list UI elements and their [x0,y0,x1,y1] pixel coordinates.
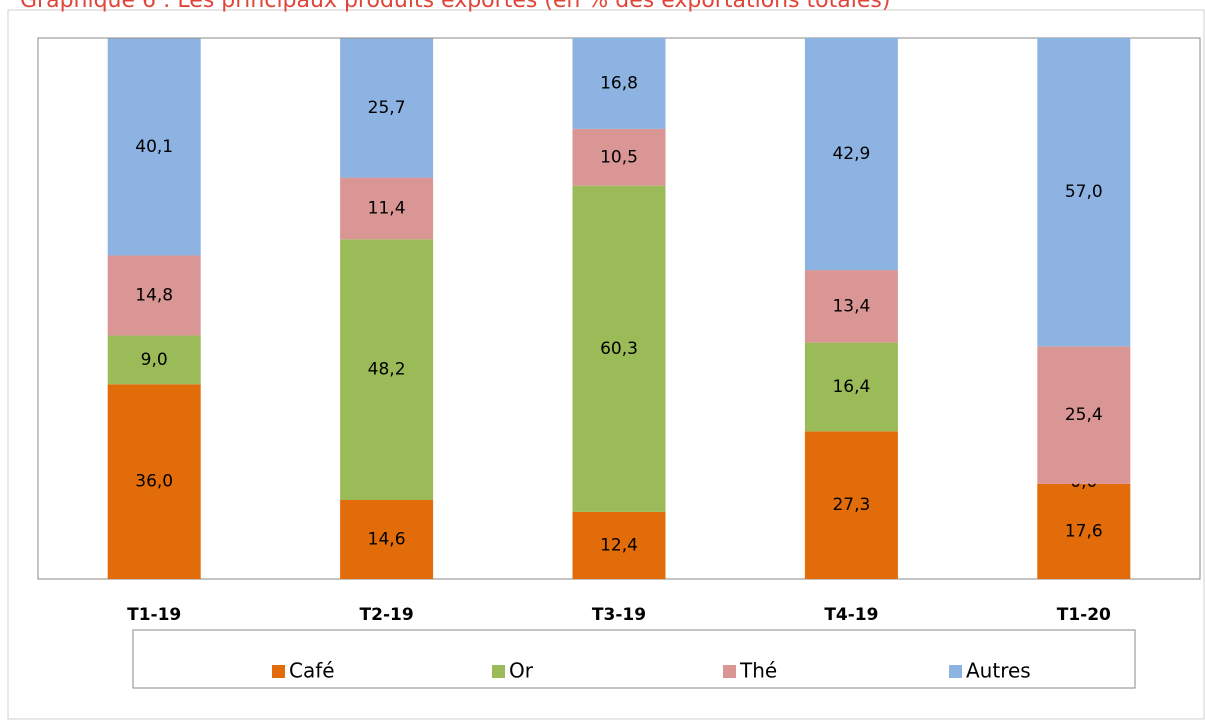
data-label: 42,9 [832,144,870,164]
data-label: 11,4 [368,198,406,218]
bar-segment [1037,483,1131,579]
chart-title: Graphique 6 : Les principaux produits ex… [20,0,890,13]
bar-segment [107,384,201,579]
bar-segment [1037,346,1131,484]
data-label: 10,5 [600,147,638,167]
x-tick-label: T1-20 [1057,605,1111,625]
legend-swatch [723,665,736,678]
legend-label: Café [289,659,335,683]
bar-segment [340,239,434,501]
bar-segment [572,128,666,186]
data-label: 57,0 [1065,182,1103,202]
bar-segment [804,342,898,432]
data-label: 16,8 [600,73,638,93]
bar-segment [107,335,201,385]
bar-segment [340,500,434,579]
x-tick-label: T2-19 [360,605,414,625]
data-label: 25,4 [1065,405,1103,425]
legend-swatch [272,665,285,678]
data-label: 16,4 [832,377,870,397]
bar-segment [804,38,898,271]
data-label: 17,6 [1065,521,1103,541]
chart-frame [7,9,1205,720]
legend-box [132,629,1136,689]
legend-label: Autres [966,659,1031,683]
legend-label: Thé [739,659,777,683]
data-label: 27,3 [832,495,870,515]
data-label: 14,8 [135,286,173,306]
data-label: 14,6 [368,530,406,550]
bar-segment [572,38,666,129]
x-tick-label: T4-19 [824,605,878,625]
bar-segment [107,38,201,256]
data-label: 40,1 [135,137,173,157]
data-label: 25,7 [368,98,406,118]
bar-segment [107,255,201,336]
legend-label: Or [509,659,534,683]
data-label: 36,0 [135,472,173,492]
legend-swatch [492,665,505,678]
bar-segment [804,431,898,579]
bar-segment [572,185,666,512]
bar-segment [1037,38,1131,347]
x-tick-label: T3-19 [592,605,646,625]
data-label: 48,2 [368,360,406,380]
bar-segment [572,511,666,579]
bar-segment [340,38,434,178]
bar-segment [804,270,898,343]
x-tick-label: T1-19 [127,605,181,625]
legend-swatch [949,665,962,678]
data-label: 13,4 [832,296,870,316]
data-label: 9,0 [141,350,168,370]
data-label: 60,3 [600,339,638,359]
bar-segment [340,177,434,240]
data-label: 12,4 [600,535,638,555]
